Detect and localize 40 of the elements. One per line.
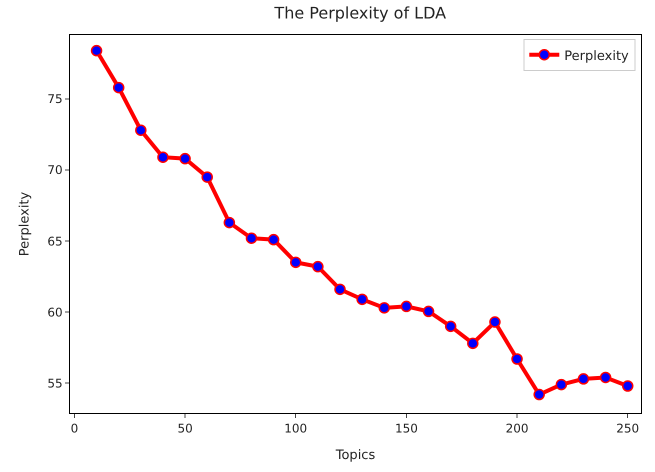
point (378, 302, 390, 314)
point (157, 151, 169, 163)
point (356, 294, 368, 306)
y-axis-title: Perplexity (17, 191, 32, 256)
point (201, 171, 213, 183)
chart-title: The Perplexity of LDA (273, 3, 446, 22)
y-tick-label: 70 (47, 163, 63, 178)
point (511, 353, 523, 365)
y-tick-label: 65 (47, 234, 63, 248)
x-tick-label: 250 (616, 421, 640, 436)
point (444, 320, 456, 332)
point (334, 284, 346, 296)
point (533, 388, 545, 400)
x-tick-label: 150 (394, 421, 418, 436)
point (246, 232, 258, 244)
point (179, 152, 191, 164)
x-axis-title: Topics (334, 448, 376, 463)
point (90, 44, 102, 56)
y-tick-label: 75 (47, 92, 63, 106)
y-tick-label: 60 (47, 305, 63, 320)
point (578, 373, 590, 385)
point (422, 306, 434, 318)
y-tick-label: 55 (47, 376, 63, 390)
legend-label: Perplexity (564, 48, 630, 64)
point (400, 300, 412, 312)
point (467, 338, 479, 350)
point (112, 82, 124, 94)
x-tick-label: 200 (506, 421, 529, 436)
x-tick-label: 0 (70, 421, 78, 436)
point (556, 378, 568, 390)
point (312, 260, 324, 272)
point (622, 380, 634, 392)
point (489, 316, 501, 328)
point (224, 216, 236, 228)
point (268, 234, 280, 246)
point (600, 372, 612, 384)
x-tick-label: 100 (284, 421, 308, 436)
point (290, 256, 302, 268)
point (135, 124, 147, 136)
x-tick-label: 50 (177, 421, 193, 436)
